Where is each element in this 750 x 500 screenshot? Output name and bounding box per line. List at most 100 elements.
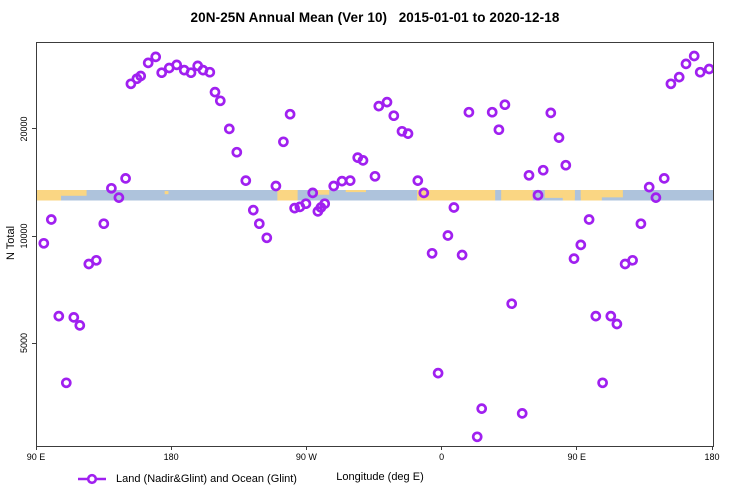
map-strip-land-segment xyxy=(316,190,330,195)
data-point xyxy=(448,202,460,213)
data-point xyxy=(665,78,677,90)
map-strip-land-segment xyxy=(61,190,87,196)
y-tick-label: 5000 xyxy=(19,333,29,354)
plot-area: Land (Nadir&Glint) and Ocean (Glint) xyxy=(36,42,714,485)
data-point xyxy=(253,218,265,230)
data-point xyxy=(680,58,692,70)
map-strip-land-segment xyxy=(277,190,298,201)
data-point xyxy=(486,106,498,118)
map-strip-land-segment xyxy=(544,190,575,198)
x-tick-mark xyxy=(35,446,37,450)
data-point xyxy=(688,50,700,62)
x-tick-label: 90 E xyxy=(26,452,46,462)
data-point xyxy=(499,99,511,111)
data-point xyxy=(270,180,282,192)
data-point xyxy=(300,198,312,210)
data-point xyxy=(471,431,483,443)
x-tick-label: 90 W xyxy=(295,452,317,462)
y-tick-mark xyxy=(32,235,36,237)
map-strip-land-segment xyxy=(37,190,62,201)
data-point xyxy=(369,170,381,182)
data-point xyxy=(388,110,400,122)
data-point xyxy=(442,230,454,241)
data-point xyxy=(231,146,243,158)
x-tick-mark xyxy=(711,446,713,450)
data-point xyxy=(135,70,147,82)
data-point xyxy=(90,254,102,266)
data-point xyxy=(45,214,57,225)
data-point xyxy=(336,175,348,187)
legend-marker-icon xyxy=(78,473,106,485)
x-tick-label: 180 xyxy=(163,452,179,462)
data-point xyxy=(537,164,549,176)
data-point xyxy=(568,253,580,264)
data-point xyxy=(583,214,595,225)
data-point xyxy=(247,204,259,216)
data-point xyxy=(289,202,300,214)
data-point xyxy=(456,249,468,261)
data-point xyxy=(125,78,137,90)
data-point xyxy=(284,108,296,120)
data-point xyxy=(590,310,602,322)
data-point xyxy=(553,132,565,143)
data-point xyxy=(68,312,80,323)
x-tick-label: 90 E xyxy=(567,452,587,462)
data-point xyxy=(506,298,518,310)
data-point xyxy=(223,123,235,135)
map-strip-land-segment xyxy=(580,190,602,201)
data-point xyxy=(476,403,488,414)
data-point xyxy=(545,107,557,119)
data-point xyxy=(575,239,587,251)
data-point xyxy=(402,128,414,139)
data-point xyxy=(703,63,713,75)
data-point xyxy=(120,173,131,184)
data-point xyxy=(204,66,216,78)
data-point xyxy=(381,96,393,108)
data-point xyxy=(328,180,340,192)
data-point xyxy=(673,71,685,83)
x-tick-mark xyxy=(576,446,578,450)
data-point xyxy=(643,181,655,193)
data-point xyxy=(319,198,331,210)
data-point xyxy=(278,136,289,148)
map-strip-land-segment xyxy=(164,191,169,195)
data-point xyxy=(307,187,319,199)
data-point xyxy=(53,310,65,322)
data-point xyxy=(150,51,162,63)
data-point xyxy=(113,192,125,203)
x-tick-mark xyxy=(170,446,172,450)
x-axis-label: Longitude (deg E) xyxy=(336,471,424,483)
data-point xyxy=(261,232,273,244)
y-tick-mark xyxy=(32,128,36,130)
data-point xyxy=(74,320,86,331)
map-strip-land-segment xyxy=(501,190,533,201)
data-point xyxy=(532,189,544,201)
x-tick-mark xyxy=(441,446,443,450)
data-point xyxy=(156,67,168,79)
map-strip-land-segment xyxy=(562,190,575,201)
data-point xyxy=(523,169,535,181)
x-tick-mark xyxy=(305,446,307,450)
data-point xyxy=(694,66,706,78)
data-point xyxy=(344,175,356,186)
data-point xyxy=(171,59,183,71)
data-point xyxy=(635,218,647,230)
data-point xyxy=(185,67,197,79)
chart-title: 20N-25N Annual Mean (Ver 10) 2015-01-01 … xyxy=(190,10,560,25)
data-point xyxy=(38,237,50,249)
data-point xyxy=(493,124,505,136)
data-point xyxy=(658,173,670,184)
data-point xyxy=(373,100,385,112)
data-point xyxy=(418,187,430,199)
legend-label: Land (Nadir&Glint) and Ocean (Glint) xyxy=(116,473,297,485)
data-point xyxy=(209,86,221,98)
map-strip-ocean xyxy=(37,190,713,201)
data-point xyxy=(597,377,608,389)
data-point xyxy=(412,175,424,186)
y-axis-label: N Total xyxy=(5,225,17,261)
data-point xyxy=(142,57,154,69)
data-point xyxy=(214,95,226,107)
data-point xyxy=(560,159,572,171)
y-tick-label: 10000 xyxy=(19,223,29,249)
